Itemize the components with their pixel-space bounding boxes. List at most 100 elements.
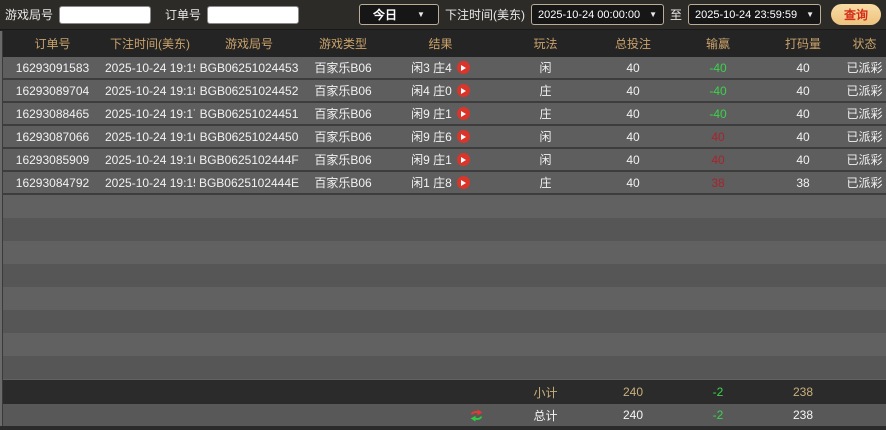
- subtotal-label: 小计: [533, 385, 558, 400]
- play-type-cell: 闲: [539, 61, 552, 75]
- end-time-value: 2025-10-24 23:59:59: [695, 8, 798, 21]
- table-body: 16293091583 2025-10-24 19:19 BGB06251024…: [0, 57, 886, 195]
- game-round-input[interactable]: [59, 5, 152, 24]
- result-text: 闲3 庄4: [411, 61, 452, 75]
- status-cell: 已派彩: [846, 61, 883, 75]
- bet-time-cell: 2025-10-24 19:16: [105, 152, 195, 167]
- bottom-strip: [0, 426, 886, 430]
- left-edge-strip: [0, 31, 3, 426]
- status-cell: 已派彩: [846, 130, 883, 144]
- result-text: 闲9 庄1: [411, 153, 452, 167]
- play-icon[interactable]: [456, 153, 470, 166]
- order-number-label: 订单号: [165, 8, 202, 22]
- status-cell: 已派彩: [846, 84, 883, 98]
- game-type-cell: 百家乐B06: [314, 176, 372, 190]
- start-time-value: 2025-10-24 00:00:00: [537, 8, 641, 21]
- chevron-down-icon: ▼: [417, 10, 425, 19]
- status-cell: 已派彩: [846, 107, 883, 121]
- date-range-value: 今日: [373, 8, 398, 22]
- game-type-cell: 百家乐B06: [314, 153, 372, 167]
- date-range-select[interactable]: 今日 ▼: [358, 4, 439, 25]
- result-text: 闲9 庄1: [411, 107, 452, 121]
- result-cell: 闲1 庄8: [383, 174, 498, 191]
- game-round-cell: BGB06251024453: [199, 60, 299, 75]
- table-row: 16293087066 2025-10-24 19:16 BGB06251024…: [0, 126, 886, 149]
- winloss-cell: 40: [711, 152, 725, 167]
- game-round-cell: BGB0625102444E: [198, 175, 300, 190]
- col-header-bet: 总投注: [614, 37, 651, 51]
- subtotal-row: 小计 240 -2 238: [0, 380, 886, 404]
- end-time-select[interactable]: 2025-10-24 23:59:59 ▼: [688, 4, 821, 25]
- table-row: 16293089704 2025-10-24 19:18 BGB06251024…: [0, 80, 886, 103]
- order-number-cell: 16293091583: [15, 60, 90, 75]
- game-round-cell: BGB06251024451: [199, 106, 299, 121]
- play-icon[interactable]: [456, 84, 470, 97]
- result-text: 闲1 庄8: [411, 176, 452, 190]
- result-cell: 闲3 庄4: [383, 59, 498, 76]
- col-header-round: 游戏局号: [224, 37, 273, 51]
- col-header-winloss: 输赢: [705, 37, 730, 51]
- result-cell: 闲9 庄1: [383, 151, 498, 168]
- result-text: 闲4 庄0: [411, 84, 452, 98]
- col-header-turnover: 打码量: [784, 37, 821, 51]
- refresh-swap-icon[interactable]: [469, 408, 484, 423]
- winloss-cell: 40: [711, 129, 725, 144]
- turnover-cell: 40: [796, 152, 810, 167]
- bet-time-cell: 2025-10-24 19:17: [105, 106, 195, 121]
- filter-bar: 游戏局号 订单号 今日 ▼ 下注时间(美东) 2025-10-24 00:00:…: [0, 0, 886, 30]
- turnover-cell: 40: [796, 106, 810, 121]
- result-cell: 闲9 庄1: [383, 105, 498, 122]
- play-type-cell: 庄: [539, 84, 552, 98]
- total-winloss: -2: [712, 408, 724, 422]
- col-header-time: 下注时间(美东): [110, 37, 190, 51]
- result-cell: 闲4 庄0: [383, 82, 498, 99]
- subtotal-winloss: -2: [712, 385, 724, 399]
- turnover-cell: 40: [796, 60, 810, 75]
- game-round-cell: BGB06251024450: [199, 129, 299, 144]
- bet-time-cell: 2025-10-24 19:19: [105, 60, 195, 75]
- table-row: 16293085909 2025-10-24 19:16 BGB06251024…: [0, 149, 886, 172]
- order-number-cell: 16293089704: [15, 83, 90, 98]
- turnover-cell: 38: [796, 175, 810, 190]
- play-icon[interactable]: [456, 176, 470, 189]
- total-label: 总计: [533, 408, 558, 423]
- col-header-order: 订单号: [34, 37, 71, 51]
- game-type-cell: 百家乐B06: [314, 130, 372, 144]
- col-header-status: 状态: [852, 37, 877, 51]
- turnover-cell: 40: [796, 83, 810, 98]
- play-icon[interactable]: [456, 61, 470, 74]
- status-cell: 已派彩: [846, 176, 883, 190]
- bet-time-label: 下注时间(美东): [444, 8, 525, 22]
- col-header-result: 结果: [428, 37, 453, 51]
- winloss-cell: -40: [709, 60, 727, 75]
- play-icon[interactable]: [456, 130, 470, 143]
- total-turnover: 238: [792, 408, 814, 422]
- total-bet-cell: 40: [626, 106, 640, 121]
- table-row: 16293084792 2025-10-24 19:15 BGB06251024…: [0, 172, 886, 195]
- game-type-cell: 百家乐B06: [314, 84, 372, 98]
- order-number-cell: 16293088465: [15, 106, 90, 121]
- bet-time-cell: 2025-10-24 19:16: [105, 129, 195, 144]
- turnover-cell: 40: [796, 129, 810, 144]
- order-number-input[interactable]: [207, 5, 300, 24]
- order-number-cell: 16293087066: [15, 129, 90, 144]
- play-type-cell: 闲: [539, 153, 552, 167]
- start-time-select[interactable]: 2025-10-24 00:00:00 ▼: [530, 4, 664, 25]
- game-type-cell: 百家乐B06: [314, 107, 372, 121]
- play-type-cell: 庄: [539, 176, 552, 190]
- total-bet: 240: [622, 408, 644, 422]
- bet-time-cell: 2025-10-24 19:18: [105, 83, 195, 98]
- col-header-play: 玩法: [533, 37, 558, 51]
- play-icon[interactable]: [456, 107, 470, 120]
- query-button[interactable]: 查询: [831, 4, 881, 25]
- game-round-cell: BGB06251024452: [199, 83, 299, 98]
- empty-rows-area: [0, 195, 886, 380]
- play-type-cell: 庄: [539, 107, 552, 121]
- total-row: 总计 240 -2 238: [0, 404, 886, 426]
- bet-time-cell: 2025-10-24 19:15: [105, 175, 195, 190]
- table-row: 16293091583 2025-10-24 19:19 BGB06251024…: [0, 57, 886, 80]
- game-round-label: 游戏局号: [5, 8, 54, 22]
- to-label: 至: [669, 8, 682, 22]
- table-header: 订单号 下注时间(美东) 游戏局号 游戏类型 结果 玩法 总投注 输赢 打码量 …: [0, 30, 886, 57]
